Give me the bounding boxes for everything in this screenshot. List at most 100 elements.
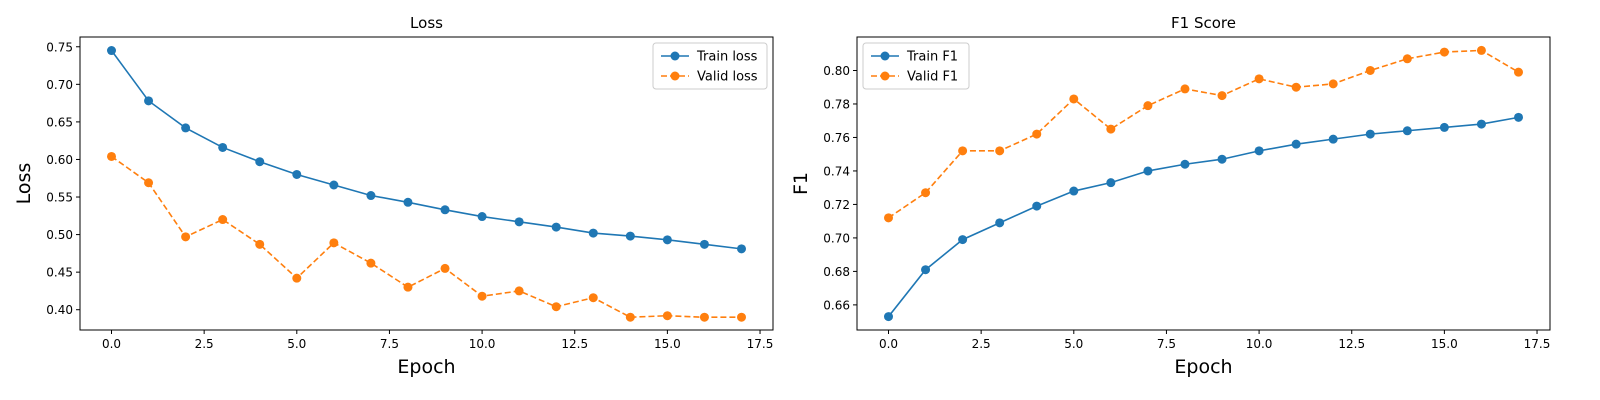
data-point-series-0 [1032, 201, 1042, 211]
plot-area-frame [79, 36, 774, 331]
y-axis-label: F1 [790, 172, 812, 195]
legend: Train F1 Valid F1 [862, 42, 970, 90]
y-tick-label: 0.66 [823, 298, 850, 312]
series-line-0 [110, 50, 742, 250]
y-tick-label: 0.74 [823, 164, 850, 178]
data-point-series-0 [329, 180, 339, 190]
x-tick-label: 0.0 [102, 337, 121, 351]
data-point-series-0 [1069, 186, 1079, 196]
x-tick-label: 15.0 [1431, 337, 1458, 351]
data-point-series-0 [958, 235, 968, 245]
legend-label-1: Valid F1 [907, 70, 958, 85]
data-point-series-0 [588, 228, 598, 238]
data-point-series-1 [737, 312, 746, 322]
data-point-series-0 [884, 312, 893, 322]
data-point-series-0 [737, 244, 746, 254]
x-tick-label: 15.0 [654, 337, 681, 351]
series-line-1 [111, 155, 742, 319]
y-axis-label: Loss [13, 163, 35, 205]
data-point-series-0 [181, 123, 191, 133]
y-tick-label: 0.75 [46, 40, 73, 54]
data-point-series-1 [255, 239, 265, 249]
legend-marker-1 [670, 71, 680, 81]
y-tick-label: 0.72 [823, 198, 850, 212]
data-point-series-1 [884, 213, 893, 223]
x-tick-label: 12.5 [1338, 337, 1365, 351]
data-point-series-0 [921, 265, 931, 275]
data-point-series-0 [403, 197, 413, 207]
y-tick-label: 0.78 [823, 97, 850, 111]
data-point-series-1 [1106, 124, 1116, 134]
data-point-series-0 [1106, 178, 1116, 188]
data-point-series-0 [1217, 154, 1227, 164]
data-point-series-1 [1402, 54, 1412, 64]
data-point-series-0 [477, 212, 487, 222]
x-tick-label: 5.0 [1064, 337, 1083, 351]
series-line-1 [888, 49, 1519, 219]
data-point-series-0 [1291, 139, 1301, 149]
data-point-series-0 [255, 157, 265, 167]
data-point-series-0 [107, 46, 116, 56]
data-point-series-1 [218, 215, 228, 225]
legend-box [862, 42, 970, 90]
y-tick-label: 0.45 [46, 266, 73, 280]
chart-title: Loss [410, 14, 443, 32]
data-point-series-0 [144, 96, 154, 106]
data-point-series-1 [144, 178, 154, 188]
data-point-series-0 [995, 218, 1005, 228]
data-point-series-0 [1254, 146, 1264, 156]
legend: Train loss Valid loss [652, 42, 768, 90]
chart-panel-0: Loss 0.0 2.5 5.0 7.5 10.0 12.5 15.0 17.5 0.40 0.45… [13, 14, 774, 378]
x-tick-label: 10.0 [1246, 337, 1273, 351]
x-tick-label: 7.5 [380, 337, 399, 351]
y-tick-label: 0.80 [823, 64, 850, 78]
data-point-series-0 [1328, 134, 1338, 144]
data-point-series-0 [1180, 159, 1190, 169]
data-point-series-1 [588, 293, 598, 303]
data-point-series-0 [440, 205, 450, 215]
data-point-series-1 [514, 286, 524, 296]
data-point-series-0 [366, 191, 376, 201]
data-point-series-1 [1476, 45, 1486, 55]
data-point-series-0 [514, 217, 524, 227]
data-point-series-1 [1254, 74, 1264, 84]
data-point-series-1 [1365, 65, 1375, 75]
data-point-series-0 [551, 222, 561, 232]
data-point-series-1 [1032, 129, 1042, 139]
data-point-series-0 [1143, 166, 1153, 176]
data-point-series-1 [995, 146, 1005, 156]
x-tick-label: 2.5 [195, 337, 214, 351]
legend-box [652, 42, 768, 90]
series-line-0 [887, 116, 1519, 318]
data-point-series-1 [1514, 67, 1523, 77]
y-tick-label: 0.60 [46, 153, 73, 167]
legend-label-0: Train loss [696, 50, 758, 65]
y-tick-label: 0.65 [46, 115, 73, 129]
data-point-series-0 [1365, 129, 1375, 139]
data-point-series-1 [440, 263, 450, 273]
data-point-series-1 [1439, 47, 1449, 57]
data-point-series-0 [1514, 112, 1523, 122]
x-tick-label: 7.5 [1157, 337, 1176, 351]
y-tick-label: 0.50 [46, 228, 73, 242]
data-point-series-1 [181, 232, 191, 242]
data-point-series-0 [699, 239, 709, 249]
x-tick-label: 2.5 [972, 337, 991, 351]
x-tick-label: 0.0 [879, 337, 898, 351]
x-tick-label: 17.5 [1524, 337, 1551, 351]
data-point-series-1 [329, 238, 339, 248]
data-point-series-1 [292, 273, 302, 283]
data-point-series-0 [1439, 122, 1449, 132]
x-axis-label: Epoch [397, 356, 455, 378]
data-point-series-1 [1328, 79, 1338, 89]
x-tick-label: 17.5 [747, 337, 774, 351]
data-point-series-1 [1217, 91, 1227, 101]
plot-area-frame [856, 36, 1551, 331]
data-point-series-0 [1402, 126, 1412, 136]
legend-label-0: Train F1 [906, 50, 958, 65]
data-point-series-1 [366, 258, 376, 268]
legend-marker-0 [880, 51, 890, 61]
data-point-series-1 [1180, 84, 1190, 94]
data-point-series-1 [921, 188, 931, 198]
